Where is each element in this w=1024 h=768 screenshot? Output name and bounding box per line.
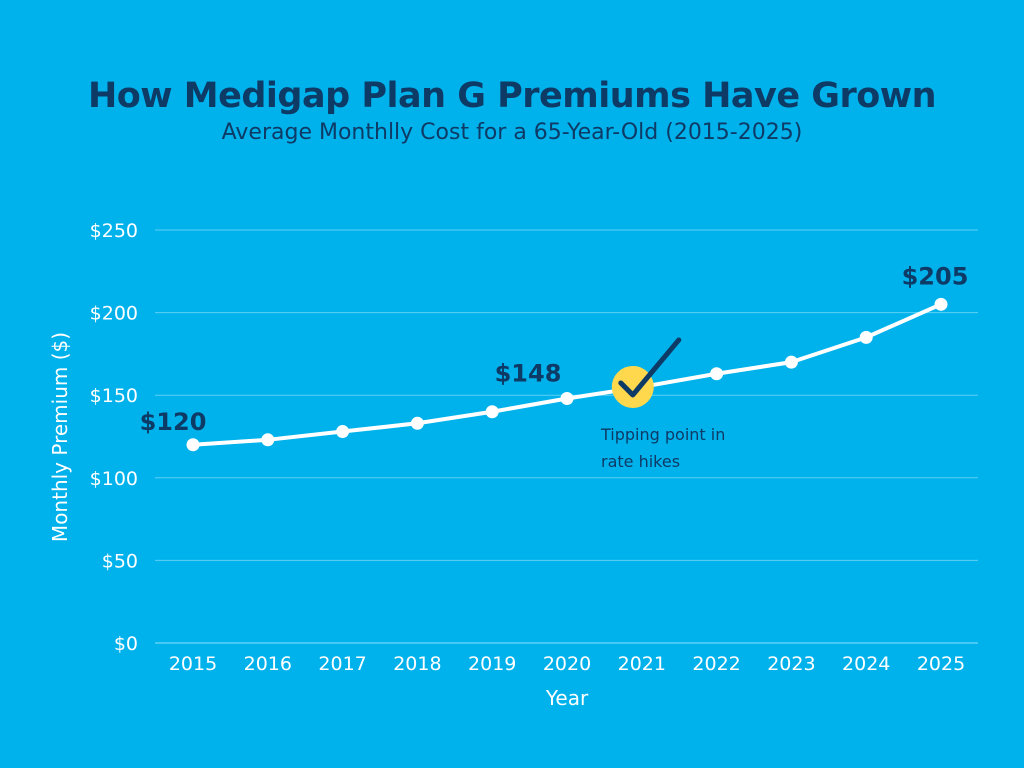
chart-title: How Medigap Plan G Premiums Have Grown bbox=[87, 76, 937, 116]
data-point bbox=[710, 367, 724, 381]
data-label: $148 bbox=[495, 360, 562, 388]
y-tick-label: $200 bbox=[90, 303, 138, 325]
data-point bbox=[560, 392, 574, 406]
data-label: $120 bbox=[140, 408, 207, 436]
data-point bbox=[859, 330, 873, 344]
data-point bbox=[410, 416, 424, 430]
data-point bbox=[186, 438, 200, 452]
x-tick-label: 2015 bbox=[169, 653, 217, 675]
y-tick-label: $250 bbox=[90, 220, 138, 242]
x-axis-title: Year bbox=[545, 686, 589, 710]
data-label: $205 bbox=[902, 262, 969, 290]
x-tick-label: 2021 bbox=[618, 653, 666, 675]
x-tick-label: 2016 bbox=[244, 653, 292, 675]
data-point bbox=[784, 355, 798, 369]
y-tick-label: $100 bbox=[90, 468, 138, 490]
y-tick-label: $0 bbox=[114, 633, 138, 655]
y-axis-ticks: $0 $50 $100 $150 $200 $250 bbox=[90, 220, 138, 655]
annotation-group: Tipping point in rate hikes bbox=[600, 337, 725, 471]
series-line-group bbox=[186, 297, 948, 452]
x-tick-label: 2017 bbox=[318, 653, 366, 675]
x-tick-label: 2018 bbox=[393, 653, 441, 675]
x-tick-label: 2024 bbox=[842, 653, 890, 675]
data-point bbox=[485, 405, 499, 419]
series-line bbox=[191, 302, 943, 447]
data-labels: $120 $148 $205 bbox=[140, 262, 969, 435]
x-tick-label: 2022 bbox=[692, 653, 740, 675]
checkmark-icon bbox=[618, 337, 682, 398]
highlight-circle bbox=[611, 365, 654, 408]
x-tick-label: 2025 bbox=[917, 653, 965, 675]
chart-subtitle: Average Monthlly Cost for a 65-Year-Old … bbox=[221, 120, 803, 145]
x-tick-label: 2019 bbox=[468, 653, 516, 675]
y-tick-label: $150 bbox=[90, 385, 138, 407]
y-axis-title: Monthly Premium ($) bbox=[48, 332, 72, 542]
grid-lines bbox=[155, 229, 978, 644]
data-point bbox=[336, 425, 350, 439]
x-tick-label: 2023 bbox=[767, 653, 815, 675]
y-tick-label: $50 bbox=[102, 550, 138, 572]
annotation-text: Tipping point in bbox=[600, 425, 725, 444]
x-tick-label: 2020 bbox=[543, 653, 591, 675]
x-axis-ticks: 2015 2016 2017 2018 2019 2020 2021 2022 2023 2024… bbox=[169, 653, 965, 675]
annotation-text: rate hikes bbox=[601, 452, 680, 471]
data-point bbox=[934, 297, 948, 311]
data-point bbox=[261, 433, 275, 447]
